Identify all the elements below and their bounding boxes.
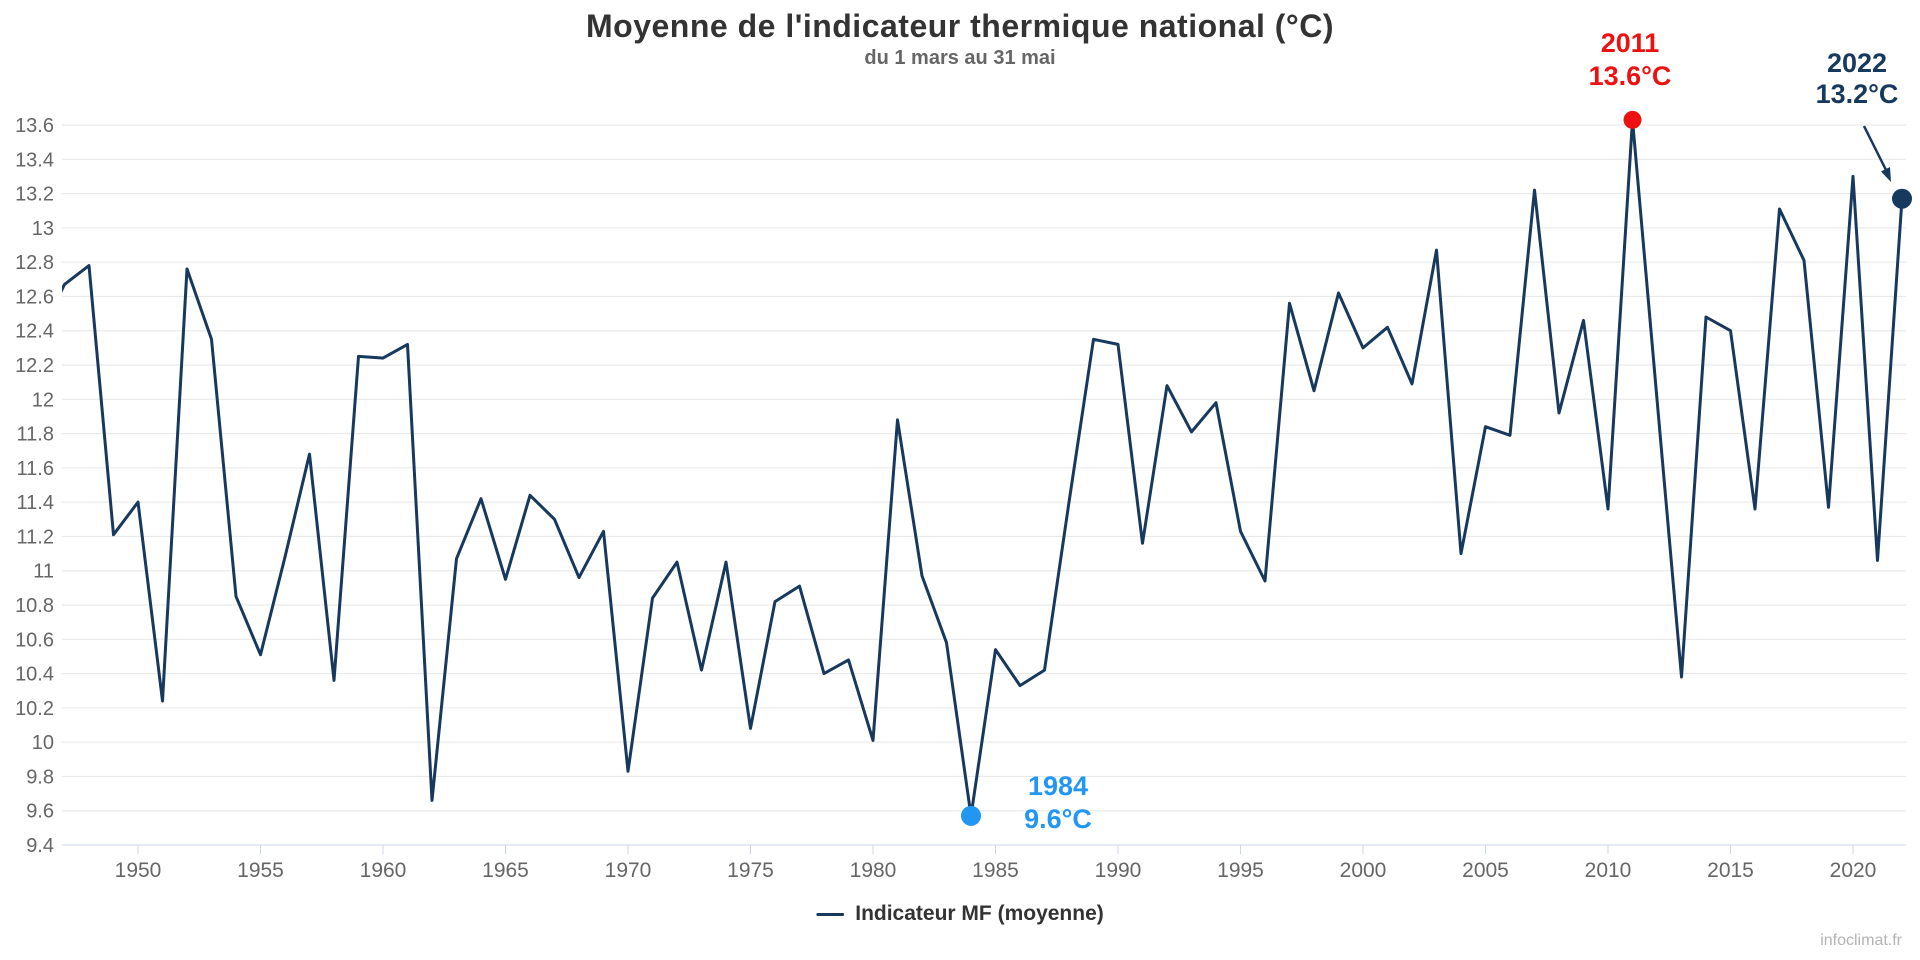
y-axis-label: 11 [33, 561, 54, 583]
y-axis-label: 10.8 [15, 595, 54, 617]
annotation-record-high: 2011 13.6°C [1589, 27, 1672, 93]
x-axis-label: 1990 [1095, 859, 1142, 882]
y-axis-label: 12.8 [15, 252, 54, 274]
annotation-arrow [1862, 125, 1888, 171]
chart-title: Moyenne de l'indicateur thermique nation… [586, 8, 1334, 44]
x-axis-label: 2005 [1462, 859, 1509, 882]
y-axis-label: 13.6 [15, 115, 54, 137]
y-axis-label: 10.6 [15, 629, 54, 651]
y-axis-label: 12 [32, 389, 54, 411]
annotation-record-high-year: 2011 [1600, 28, 1660, 58]
y-axis-label: 9.4 [26, 835, 54, 857]
y-axis-label: 9.8 [26, 766, 54, 788]
chart-subtitle: du 1 mars au 31 mai [864, 47, 1056, 69]
y-axis-label: 9.6 [26, 801, 54, 823]
y-axis-label: 11.2 [17, 526, 54, 548]
y-axis-label: 11.4 [17, 492, 54, 514]
annotation-last-point-value: 13.2°C [1815, 79, 1899, 109]
x-axis-label: 1955 [237, 859, 284, 882]
y-axis-label: 12.4 [15, 321, 54, 343]
annotation-last-point: 2022 13.2°C [1816, 48, 1899, 110]
legend-line-swatch [816, 912, 845, 916]
x-axis-label: 1975 [727, 859, 774, 882]
annotation-record-high-value: 13.6°C [1588, 61, 1672, 91]
y-axis-label: 12.2 [15, 355, 54, 377]
point-marker-2011[interactable] [1623, 110, 1642, 129]
legend-label: Indicateur MF (moyenne) [855, 902, 1104, 925]
y-axis-label: 10.2 [15, 698, 54, 720]
y-axis-label: 10 [32, 732, 54, 754]
x-axis-label: 1965 [482, 859, 529, 882]
y-axis-label: 13 [32, 218, 54, 240]
x-axis-label: 2020 [1830, 859, 1877, 882]
x-axis-label: 1950 [115, 859, 162, 882]
x-axis-label: 1995 [1217, 859, 1264, 882]
y-axis-label: 10.4 [15, 664, 54, 686]
watermark: infoclimat.fr [1820, 932, 1902, 949]
x-axis-label: 2000 [1340, 859, 1387, 882]
y-axis-label: 12.6 [15, 286, 54, 308]
x-axis-label: 1985 [972, 859, 1019, 882]
annotation-last-point-year: 2022 [1826, 48, 1888, 78]
x-axis-label: 1980 [850, 859, 897, 882]
annotation-record-low-year: 1984 [1027, 771, 1089, 801]
y-axis-label: 13.4 [15, 149, 54, 171]
x-axis-label: 1970 [605, 859, 652, 882]
point-marker-1984[interactable] [961, 805, 981, 826]
x-axis-label: 2010 [1585, 859, 1632, 882]
y-axis-label: 11.6 [17, 458, 54, 480]
point-marker-2022[interactable] [1892, 188, 1912, 209]
annotation-record-low-value: 9.6°C [1024, 804, 1092, 834]
legend-item[interactable]: Indicateur MF (moyenne) [816, 902, 1104, 926]
y-axis-label: 13.2 [15, 184, 54, 206]
x-axis-label: 1960 [360, 859, 407, 882]
y-axis-label: 11.8 [17, 424, 54, 446]
x-axis-label: 2015 [1707, 859, 1754, 882]
annotation-arrowhead [1881, 167, 1891, 182]
annotation-record-low: 1984 9.6°C [1024, 770, 1092, 836]
